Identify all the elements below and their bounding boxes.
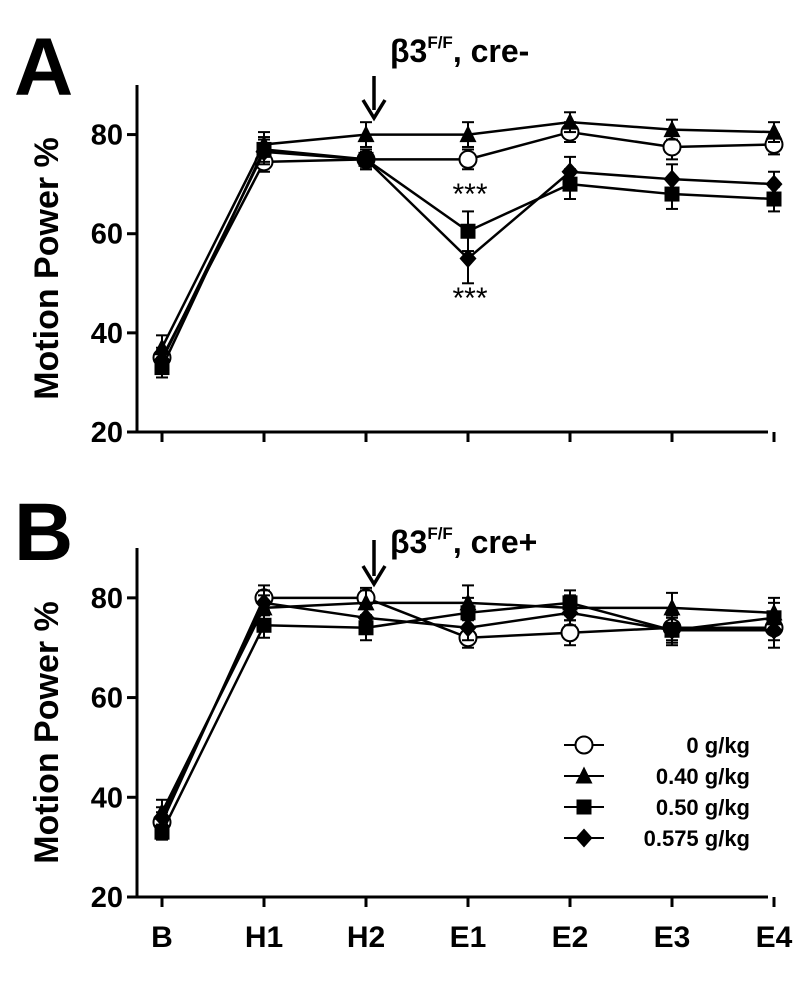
panel-label: B	[14, 487, 73, 578]
x-tick-label: H2	[347, 921, 385, 954]
data-point	[561, 162, 579, 182]
y-tick-label: 80	[91, 583, 123, 615]
data-point	[255, 142, 273, 162]
panel-title: β3F/F, cre-	[390, 33, 529, 69]
legend-label: 0 g/kg	[686, 733, 750, 758]
y-axis-label: Motion Power %	[28, 601, 66, 864]
legend-label: 0.575 g/kg	[644, 826, 750, 851]
panel-title: β3F/F, cre+	[390, 524, 537, 560]
data-point	[766, 191, 782, 207]
data-point	[765, 174, 783, 194]
data-point	[459, 618, 477, 638]
y-tick-label: 60	[91, 219, 123, 251]
data-point	[662, 137, 682, 157]
data-point	[561, 603, 579, 623]
arrow-head	[361, 99, 387, 122]
data-point	[458, 149, 478, 169]
data-point	[663, 598, 681, 616]
data-point	[460, 605, 476, 621]
arrow-head	[361, 565, 387, 588]
legend-label: 0.40 g/kg	[656, 764, 750, 789]
data-point	[765, 620, 783, 640]
data-point	[560, 623, 580, 643]
data-point	[153, 350, 171, 370]
data-point	[460, 223, 476, 239]
x-tick-label: H1	[245, 921, 283, 954]
y-tick-label: 80	[91, 120, 123, 152]
legend-marker	[576, 799, 592, 815]
y-tick-label: 40	[91, 782, 123, 814]
y-tick-label: 60	[91, 683, 123, 715]
data-point	[765, 122, 783, 140]
x-tick-label: E4	[756, 921, 793, 954]
significance-annotation: ***	[452, 178, 487, 211]
x-tick-label: B	[151, 921, 173, 954]
x-tick-label: E3	[654, 921, 691, 954]
significance-annotation: ***	[452, 282, 487, 315]
series-4	[153, 138, 783, 372]
series-4	[153, 589, 783, 829]
legend: 0 g/kg 0.40 g/kg 0.50 g/kg 0.575 g/kg	[564, 733, 750, 851]
legend-marker	[574, 735, 594, 755]
data-point	[255, 593, 273, 613]
data-point	[154, 824, 170, 840]
y-tick-label: 20	[91, 417, 123, 449]
data-point	[459, 125, 477, 143]
data-point	[663, 620, 681, 640]
panel-b: 20 40 60 80 B H1 H2 E1 E2 E3 E4 Motion Power % B β3F/…	[14, 487, 793, 954]
panel-a: 20 40 60 80 Motion Power % A β3F/F, cre- *** ***	[14, 22, 784, 449]
data-point	[663, 169, 681, 189]
data-point	[663, 120, 681, 138]
data-point	[357, 149, 375, 169]
y-tick-label: 40	[91, 318, 123, 350]
data-point	[459, 249, 477, 268]
data-point	[256, 617, 272, 633]
y-tick-label: 20	[91, 882, 123, 914]
legend-marker	[575, 766, 593, 784]
legend-marker	[575, 828, 593, 848]
legend-label: 0.50 g/kg	[656, 795, 750, 820]
data-point	[153, 807, 171, 827]
panel-label: A	[14, 22, 73, 113]
x-tick-label: E2	[552, 921, 589, 954]
data-point	[561, 112, 579, 130]
x-tick-label: E1	[450, 921, 487, 954]
data-point	[357, 608, 375, 628]
data-point	[357, 125, 375, 143]
y-axis-label: Motion Power %	[28, 137, 66, 400]
